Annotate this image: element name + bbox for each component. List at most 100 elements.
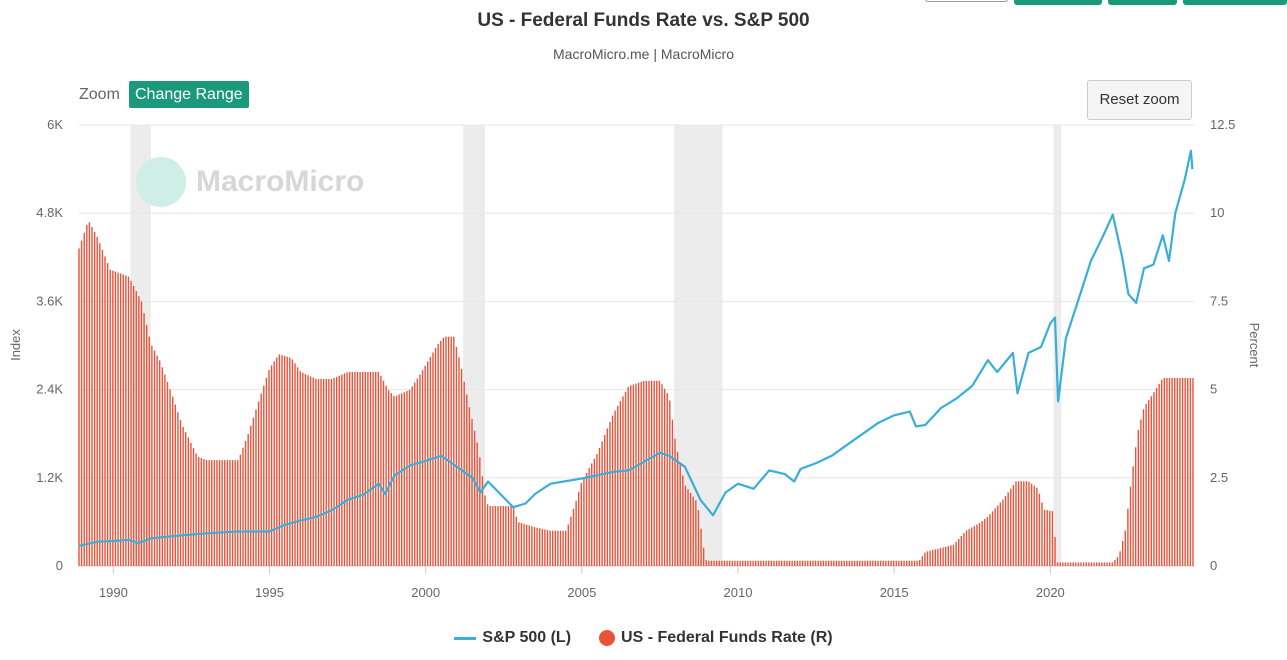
fed-funds-bar	[596, 454, 598, 566]
fed-funds-bar	[304, 374, 307, 566]
top-control-green-1[interactable]	[1014, 0, 1102, 5]
fed-funds-bar	[872, 560, 874, 566]
fed-funds-bar	[783, 560, 786, 566]
fed-funds-bar	[947, 546, 950, 566]
fed-funds-bar	[322, 379, 325, 566]
fed-funds-bar	[788, 560, 791, 566]
fed-funds-bar	[1069, 562, 1072, 566]
left-axis-title: Index	[8, 329, 23, 361]
line-swatch-icon	[454, 636, 477, 640]
fed-funds-bar	[525, 524, 528, 566]
left-axis-tick-label: 3.6K	[36, 293, 63, 308]
fed-funds-bar	[1174, 377, 1176, 566]
fed-funds-bar	[541, 528, 543, 566]
left-axis-tick-label: 1.2K	[36, 470, 63, 485]
fed-funds-bar	[445, 336, 447, 566]
fed-funds-bar	[403, 392, 406, 566]
fed-funds-bar	[437, 343, 439, 566]
fed-funds-bar	[765, 560, 767, 566]
fed-funds-bar	[174, 404, 177, 566]
fed-funds-bar	[169, 389, 171, 566]
fed-funds-bar	[955, 541, 957, 566]
sp500-line	[78, 149, 1194, 547]
legend-item-fed-funds[interactable]: US - Federal Funds Rate (R)	[599, 629, 833, 647]
fed-funds-bar	[229, 460, 231, 566]
fed-funds-bar	[723, 560, 726, 566]
fed-funds-bar	[382, 380, 385, 566]
fed-funds-bar	[700, 528, 702, 566]
fed-funds-bar	[328, 379, 330, 566]
fed-funds-bar	[151, 345, 153, 566]
fed-funds-bar	[177, 412, 179, 566]
fed-funds-bar	[1119, 551, 1121, 566]
fed-funds-bar	[1184, 377, 1186, 566]
fed-funds-bar	[1049, 510, 1051, 566]
fed-funds-bar	[554, 530, 556, 566]
recession-band	[463, 125, 486, 566]
chart-subtitle: MacroMicro.me | MacroMicro	[553, 46, 734, 62]
fed-funds-bar	[807, 560, 809, 566]
fed-funds-bar	[892, 560, 895, 566]
top-control-green-2[interactable]	[1108, 0, 1177, 5]
legend-item-sp500[interactable]: S&P 500 (L)	[454, 629, 571, 647]
fed-funds-bar	[632, 384, 635, 566]
fed-funds-bar	[559, 530, 562, 566]
right-axis-tick-label: 7.5	[1210, 293, 1228, 308]
fed-funds-bar	[406, 391, 408, 566]
change-range-button[interactable]: Change Range	[129, 81, 249, 108]
fed-funds-bar	[895, 560, 897, 566]
fed-funds-bar	[721, 560, 723, 566]
fed-funds-bar	[315, 378, 317, 566]
fed-funds-bar	[187, 437, 190, 566]
fed-funds-bar	[424, 365, 426, 566]
fed-funds-bar	[471, 419, 473, 566]
fed-funds-bar	[744, 560, 746, 566]
fed-funds-bar	[822, 560, 825, 566]
fed-funds-bar	[601, 441, 603, 566]
fed-funds-bar	[913, 560, 916, 566]
fed-funds-bar	[551, 530, 554, 566]
watermark: MacroMicro	[136, 156, 364, 208]
fed-funds-bar	[231, 460, 234, 566]
fed-funds-bar	[549, 530, 551, 566]
fed-funds-bar	[934, 549, 936, 566]
fed-funds-bar	[1101, 562, 1103, 566]
fed-funds-bar	[671, 419, 674, 566]
fed-funds-bar	[132, 285, 135, 566]
fed-funds-bar	[1116, 557, 1119, 566]
top-control-green-3[interactable]	[1183, 0, 1287, 5]
fed-funds-bar	[1028, 481, 1030, 566]
fed-funds-bar	[676, 451, 679, 566]
fed-funds-bar	[585, 472, 588, 566]
fed-funds-bar	[1124, 530, 1126, 566]
fed-funds-bar	[286, 356, 288, 566]
fed-funds-bar	[354, 371, 356, 566]
fed-funds-bar	[276, 357, 278, 566]
fed-funds-bar	[778, 560, 780, 566]
fed-funds-bar	[416, 378, 419, 566]
fed-funds-bar	[1085, 562, 1087, 566]
reset-zoom-button[interactable]: Reset zoom	[1087, 80, 1192, 120]
fed-funds-bar	[741, 560, 744, 566]
fed-funds-bar	[713, 560, 715, 566]
fed-funds-bar	[817, 560, 819, 566]
dot-swatch-icon	[599, 630, 616, 646]
left-axis-tick-label: 4.8K	[36, 205, 63, 220]
fed-funds-bar	[567, 524, 570, 566]
fed-funds-bar	[544, 529, 546, 566]
fed-funds-bar	[291, 359, 294, 566]
fed-funds-bar	[239, 454, 242, 566]
fed-funds-bar	[127, 276, 130, 566]
fed-funds-bar	[512, 507, 515, 566]
fed-funds-bar	[843, 560, 845, 566]
fed-funds-bar	[570, 516, 572, 566]
fed-funds-bar	[1082, 562, 1085, 566]
fed-funds-bar	[669, 400, 671, 566]
fed-funds-bar	[411, 386, 413, 566]
fed-funds-bar	[916, 560, 918, 566]
fed-funds-bar	[450, 336, 452, 566]
fed-funds-bar	[211, 460, 213, 566]
fed-funds-bar	[453, 336, 455, 566]
fed-funds-bar	[794, 560, 796, 566]
